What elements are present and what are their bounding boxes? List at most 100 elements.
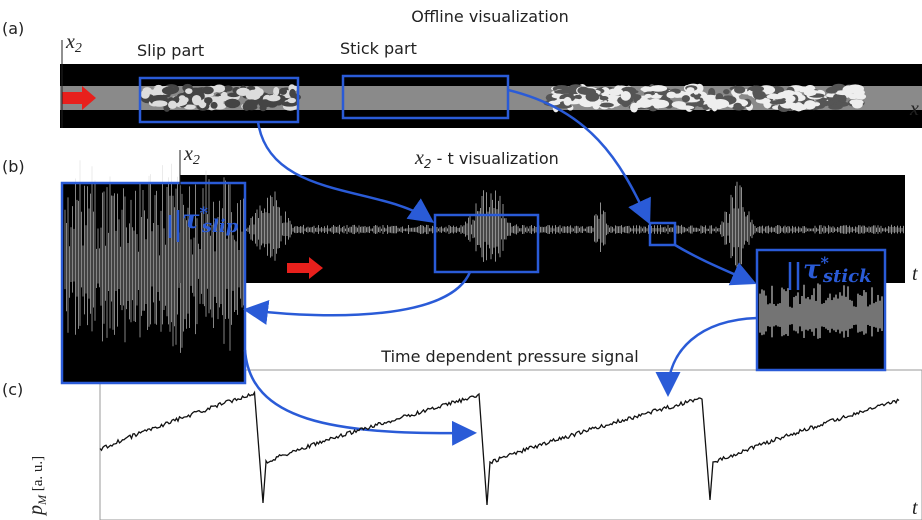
title: x2 - t visualization xyxy=(414,147,559,171)
texture-mark xyxy=(686,87,695,93)
texture-mark xyxy=(183,104,196,110)
zoom-slip-border xyxy=(60,181,247,385)
arrow xyxy=(655,316,758,397)
texture-mark xyxy=(258,99,273,108)
texture-mark xyxy=(832,93,839,103)
texture-mark xyxy=(204,97,213,104)
texture-mark xyxy=(749,85,764,92)
panel-label: (a) xyxy=(2,19,24,38)
pressure-signal xyxy=(99,390,900,506)
title: Offline visualization xyxy=(411,7,569,26)
axis-label: t xyxy=(912,263,918,285)
panel-label: (c) xyxy=(2,380,23,399)
zoom-stick-border xyxy=(755,248,887,372)
texture-mark xyxy=(648,98,663,106)
texture-mark xyxy=(846,84,864,94)
texture-mark xyxy=(825,87,838,94)
texture-mark xyxy=(563,96,572,106)
texture-mark xyxy=(785,95,796,103)
annotation: Stick part xyxy=(340,39,417,58)
texture-mark xyxy=(733,102,742,109)
slip-box xyxy=(138,76,300,124)
texture-mark xyxy=(790,103,807,111)
texture-mark xyxy=(631,102,644,109)
texture-mark xyxy=(201,86,214,95)
texture-mark xyxy=(673,93,682,98)
tau-slip: τ* slip xyxy=(182,203,239,237)
texture-mark xyxy=(723,89,730,95)
texture-mark xyxy=(835,90,851,96)
texture xyxy=(140,83,904,269)
texture-mark xyxy=(763,98,772,109)
axis-label: x2 xyxy=(183,143,200,168)
axis-label: x xyxy=(909,98,919,120)
texture-mark xyxy=(620,91,631,101)
texture-mark xyxy=(279,87,288,95)
plot-c-frame xyxy=(99,369,922,520)
arrow xyxy=(256,121,435,223)
arrow xyxy=(507,88,651,225)
texture-mark xyxy=(753,90,766,100)
texture-mark xyxy=(213,84,226,93)
texture-mark xyxy=(681,95,690,103)
texture-mark xyxy=(191,95,202,105)
texture-mark xyxy=(599,102,614,108)
texture-mark xyxy=(828,104,843,110)
texture-mark xyxy=(168,100,177,109)
texture-mark xyxy=(604,94,621,101)
zoom-texture xyxy=(64,160,883,353)
texture-mark xyxy=(189,87,203,93)
texture-mark xyxy=(246,85,256,91)
arrow xyxy=(243,349,477,446)
stick-box-b xyxy=(648,221,677,247)
texture-mark xyxy=(554,89,571,94)
axis-label: x2 xyxy=(65,31,82,56)
texture-mark xyxy=(707,99,721,109)
texture-mark xyxy=(266,94,281,102)
labels: (a) x2 Offline visualization Slip part S… xyxy=(2,7,919,519)
texture-mark xyxy=(287,97,297,104)
annotation: Slip part xyxy=(137,41,204,60)
texture-mark xyxy=(734,86,746,94)
stick-box xyxy=(341,74,510,120)
texture-mark xyxy=(210,101,218,109)
texture-mark xyxy=(629,94,642,100)
texture-mark xyxy=(693,94,701,100)
texture-mark xyxy=(140,89,150,99)
panel-label: (b) xyxy=(2,157,25,176)
axes xyxy=(61,40,181,283)
texture-mark xyxy=(769,100,784,105)
texture-mark xyxy=(644,93,652,98)
axis-label: pM [a. u.] xyxy=(25,456,49,517)
blue-annotations xyxy=(60,74,887,446)
texture-mark xyxy=(185,88,193,95)
red-arrow xyxy=(62,86,96,110)
texture-mark xyxy=(247,89,263,98)
texture-mark xyxy=(591,100,600,106)
texture-mark xyxy=(585,91,600,102)
texture-mark xyxy=(224,98,241,109)
title: Time dependent pressure signal xyxy=(380,347,638,366)
arrow xyxy=(243,271,472,325)
texture-mark xyxy=(804,100,816,110)
texture-mark xyxy=(839,98,847,103)
texture-mark xyxy=(768,93,779,100)
texture-mark xyxy=(182,97,189,103)
texture-mark xyxy=(803,89,817,97)
texture-mark xyxy=(548,100,561,106)
texture-mark xyxy=(849,99,864,106)
texture-mark xyxy=(161,86,177,95)
texture-mark xyxy=(152,100,168,107)
texture-mark xyxy=(649,85,668,92)
axis-label: t xyxy=(912,497,918,519)
tau-stick: τ* stick xyxy=(803,253,872,287)
texture-mark xyxy=(573,94,582,100)
texture-mark xyxy=(599,96,609,101)
arrow xyxy=(674,243,757,286)
texture-mark xyxy=(289,88,296,98)
slip-box-b xyxy=(433,213,540,274)
texture-mark xyxy=(273,86,280,96)
red-arrow xyxy=(287,257,323,279)
texture-mark xyxy=(607,88,624,96)
